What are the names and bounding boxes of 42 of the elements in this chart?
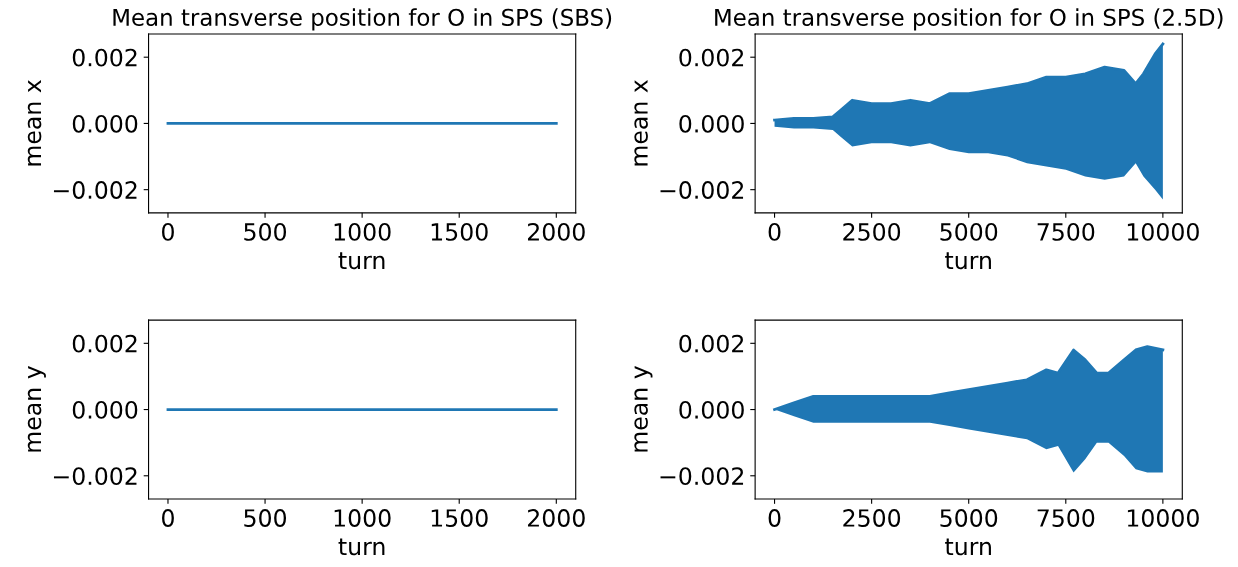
y-tick-label: 0.000 — [72, 400, 138, 419]
x-tick-label: 2500 — [843, 509, 901, 527]
x-axis-title: turn — [338, 252, 385, 270]
x-tick-label: 0 — [162, 222, 174, 241]
y-axis-title: mean x — [634, 79, 648, 166]
y-axis-title: mean x — [27, 79, 42, 166]
y-tick-label: 0.002 — [72, 334, 137, 353]
y-tick-label: −0.002 — [53, 181, 137, 199]
y-tick-label: −0.002 — [660, 181, 744, 199]
x-tick-label: 5000 — [940, 222, 998, 241]
x-tick-label: 0 — [768, 509, 781, 527]
x-tick-label: 500 — [244, 509, 287, 527]
x-axis-title: turn — [338, 538, 385, 556]
y-tick-label: 0.000 — [679, 114, 744, 133]
x-tick-label: 0 — [162, 509, 174, 527]
x-tick-label: 1000 — [334, 509, 391, 527]
x-tick-label: 2000 — [527, 509, 585, 527]
x-tick-label: 2500 — [843, 222, 901, 241]
y-tick-label: 0.002 — [679, 48, 744, 67]
x-tick-label: 2000 — [527, 222, 585, 241]
y-tick-label: 0.002 — [679, 334, 744, 353]
x-tick-label: 1000 — [334, 222, 391, 241]
x-tick-label: 500 — [244, 222, 287, 241]
x-axis-title: turn — [945, 538, 991, 556]
x-tick-label: 1500 — [431, 222, 488, 241]
chart-title: Mean transverse position for O in SPS (SBS) — [113, 8, 612, 31]
y-axis-title: mean y — [634, 366, 653, 452]
y-axis-title: mean y — [27, 366, 46, 452]
x-tick-label: 10000 — [1127, 509, 1199, 527]
x-tick-label: 7500 — [1037, 509, 1095, 527]
chart-title: Mean transverse position for O in SPS (2.5D) — [715, 8, 1223, 31]
x-tick-label: 10000 — [1127, 222, 1199, 241]
x-tick-label: 5000 — [940, 509, 998, 527]
y-tick-label: 0.000 — [679, 400, 744, 419]
y-tick-label: 0.002 — [72, 48, 137, 67]
x-tick-label: 1500 — [431, 509, 488, 527]
x-tick-label: 0 — [768, 222, 781, 241]
y-tick-label: 0.000 — [72, 114, 138, 133]
y-tick-label: −0.002 — [660, 467, 744, 486]
x-tick-label: 7500 — [1037, 222, 1095, 241]
y-tick-label: −0.002 — [53, 467, 137, 486]
x-axis-title: turn — [945, 252, 991, 270]
